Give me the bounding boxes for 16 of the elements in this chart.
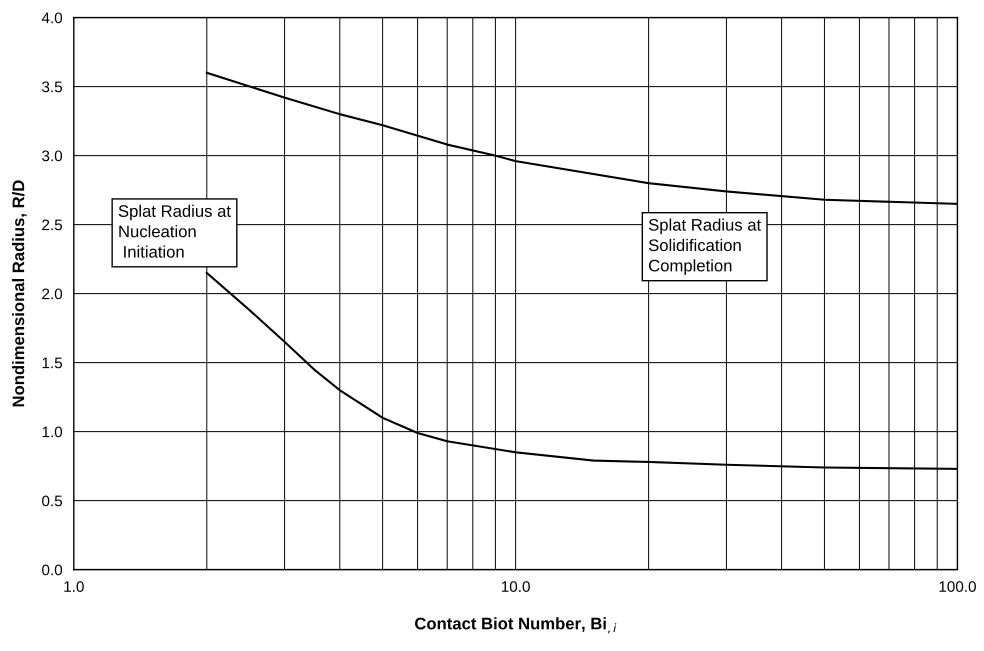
y-tick-label: 0.5: [42, 495, 62, 506]
annotation: Splat Radius at Nucleation Initiation: [118, 204, 231, 258]
y-tick-label: 3.5: [42, 81, 62, 92]
y-tick-label: 3.0: [42, 150, 62, 162]
y-tick-label: 0.0: [42, 564, 62, 576]
y-axis-title: Nondimensional Radius, R/D: [12, 180, 27, 406]
x-tick-label: 1.0: [64, 581, 84, 592]
y-tick-label: 1.5: [42, 358, 62, 368]
y-tick-label: 1.0: [42, 426, 62, 438]
y-tick-label: 2.5: [42, 219, 62, 230]
y-tick-label: 2.0: [42, 288, 62, 300]
x-tick-label: 10.0: [502, 581, 530, 592]
x-axis-title: Contact Biot Number, Bi$_{,i}$: [415, 617, 616, 634]
annotation: Splat Radius at Solidification Completion: [648, 218, 762, 275]
y-tick-label: 4.0: [42, 12, 62, 24]
x-tick-label: 100.0: [939, 581, 976, 592]
